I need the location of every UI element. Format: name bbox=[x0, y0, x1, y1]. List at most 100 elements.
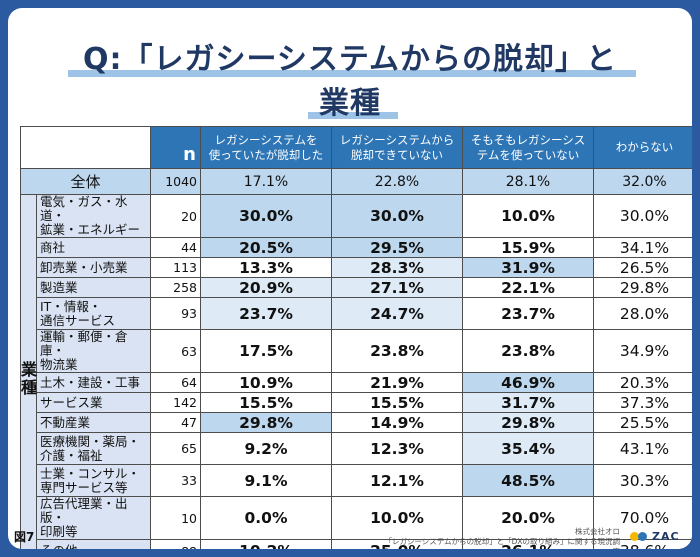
value-cell-4: 34.9% bbox=[593, 329, 692, 373]
table-row: 運輸・郵便・倉庫・ 物流業 63 17.5% 23.8% 23.8% 34.9% bbox=[21, 329, 692, 373]
table-row: 不動産業 47 29.8% 14.9% 29.8% 25.5% bbox=[21, 412, 692, 433]
industry-n: 64 bbox=[150, 372, 201, 393]
total-label: 全体 bbox=[20, 168, 151, 195]
value-cell-4: 30.0% bbox=[593, 194, 692, 238]
table-row: 業種電気・ガス・水道・ 鉱業・エネルギー 20 30.0% 30.0% 10.0% 30.0… bbox=[20, 194, 692, 549]
source-note: 株式会社オロ 「レガシーシステムからの脱却」と「DXの取り組み」に関する現況調査 bbox=[380, 527, 620, 549]
table-row: 医療機関・薬局・ 介護・福祉 65 9.2% 12.3% 35.4% 43.1% bbox=[21, 432, 692, 465]
industry-n: 33 bbox=[150, 464, 201, 497]
table-row: 士業・コンサル・ 専門サービス等 33 9.1% 12.1% 48.5% 30.3% bbox=[21, 464, 692, 497]
industry-label: サービス業 bbox=[36, 392, 151, 413]
value-cell-1: 9.2% bbox=[200, 432, 332, 465]
header-blank bbox=[20, 126, 151, 169]
value-cell-3: 20.0% bbox=[462, 496, 594, 540]
table-row: サービス業 142 15.5% 15.5% 31.7% 37.3% bbox=[21, 392, 692, 413]
industry-n: 93 bbox=[150, 297, 201, 330]
value-cell-2: 21.9% bbox=[331, 372, 463, 393]
value-cell-1: 15.5% bbox=[200, 392, 332, 413]
value-cell-2: 30.0% bbox=[331, 194, 463, 238]
slide-card: Q:「レガシーシステムからの脱却」と 業種 n レガシーシステムを 使っていたが脱… bbox=[8, 8, 692, 549]
value-cell-3: 29.8% bbox=[462, 412, 594, 433]
industry-label: 士業・コンサル・ 専門サービス等 bbox=[36, 464, 151, 497]
industry-label: 広告代理業・出版・ 印刷等 bbox=[36, 496, 151, 540]
logo-dot-yellow bbox=[630, 532, 639, 541]
group-label: 業種 bbox=[20, 194, 37, 549]
industry-n: 65 bbox=[150, 432, 201, 465]
industry-n: 88 bbox=[150, 539, 201, 549]
table-row: 製造業 258 20.9% 27.1% 22.1% 29.8% bbox=[21, 277, 692, 298]
value-cell-3: 31.9% bbox=[462, 257, 594, 278]
value-cell-4: 29.8% bbox=[593, 277, 692, 298]
value-cell-1: 30.0% bbox=[200, 194, 332, 238]
col-header-1: レガシーシステムを 使っていたが脱却した bbox=[200, 126, 332, 169]
value-cell-4: 25.5% bbox=[593, 412, 692, 433]
col-header-3: そもそもレガシーシス テムを使っていない bbox=[462, 126, 594, 169]
value-cell-4: 70.0% bbox=[593, 496, 692, 540]
industry-label: 製造業 bbox=[36, 277, 151, 298]
table-row: その他8810.2%25.0%26.1%38.6% bbox=[21, 539, 692, 549]
value-cell-4: 30.3% bbox=[593, 464, 692, 497]
value-cell-1: 29.8% bbox=[200, 412, 332, 433]
value-cell-1: 23.7% bbox=[200, 297, 332, 330]
table-row: 卸売業・小売業 113 13.3% 28.3% 31.9% 26.5% bbox=[21, 257, 692, 278]
title-underline-2 bbox=[308, 112, 398, 119]
value-cell-3: 35.4% bbox=[462, 432, 594, 465]
value-cell-3: 46.9% bbox=[462, 372, 594, 393]
industry-label: 商社 bbox=[36, 237, 151, 258]
industry-label: 医療機関・薬局・ 介護・福祉 bbox=[36, 432, 151, 465]
industry-n: 47 bbox=[150, 412, 201, 433]
value-cell-3: 48.5% bbox=[462, 464, 594, 497]
value-cell-4: 26.5% bbox=[593, 257, 692, 278]
value-cell-2: 29.5% bbox=[331, 237, 463, 258]
value-cell-3: 15.9% bbox=[462, 237, 594, 258]
industry-n: 258 bbox=[150, 277, 201, 298]
value-cell-1: 10.9% bbox=[200, 372, 332, 393]
total-value-1: 17.1% bbox=[200, 168, 332, 195]
table-row: IT・情報・ 通信サービス 93 23.7% 24.7% 23.7% 28.0% bbox=[21, 297, 692, 330]
value-cell-3: 22.1% bbox=[462, 277, 594, 298]
col-header-2: レガシーシステムから 脱却できていない bbox=[331, 126, 463, 169]
value-cell-1: 13.3% bbox=[200, 257, 332, 278]
value-cell-2: 10.0% bbox=[331, 496, 463, 540]
value-cell-1: 9.1% bbox=[200, 464, 332, 497]
title-line-1: Q:「レガシーシステムからの脱却」と bbox=[83, 42, 617, 77]
value-cell-4: 20.3% bbox=[593, 372, 692, 393]
value-cell-2: 24.7% bbox=[331, 297, 463, 330]
industry-n: 10 bbox=[150, 496, 201, 540]
industry-table: n レガシーシステムを 使っていたが脱却した レガシーシステムから 脱却できていない… bbox=[20, 126, 692, 549]
industry-n: 142 bbox=[150, 392, 201, 413]
title-block: Q:「レガシーシステムからの脱却」と 業種 bbox=[8, 8, 692, 126]
title-underline-1 bbox=[68, 70, 636, 77]
value-cell-2: 28.3% bbox=[331, 257, 463, 278]
total-n: 1040 bbox=[150, 168, 201, 195]
n-header: n bbox=[150, 126, 201, 169]
value-cell-3: 23.7% bbox=[462, 297, 594, 330]
value-cell-1: 20.5% bbox=[200, 237, 332, 258]
industry-n: 20 bbox=[150, 194, 201, 238]
value-cell-1: 10.2% bbox=[200, 539, 332, 549]
header-row: n レガシーシステムを 使っていたが脱却した レガシーシステムから 脱却できていない… bbox=[20, 126, 692, 169]
table-row: 広告代理業・出版・ 印刷等 10 0.0% 10.0% 20.0% 70.0% bbox=[21, 496, 692, 540]
industry-label: IT・情報・ 通信サービス bbox=[36, 297, 151, 330]
industry-label: 卸売業・小売業 bbox=[36, 257, 151, 278]
survey-source: 「レガシーシステムからの脱却」と「DXの取り組み」に関する現況調査 bbox=[384, 537, 620, 549]
col-header-4: わからない bbox=[593, 126, 692, 169]
table-row: 商社 44 20.5% 29.5% 15.9% 34.1% bbox=[21, 237, 692, 258]
industry-label: その他 bbox=[36, 539, 151, 549]
industry-label: 電気・ガス・水道・ 鉱業・エネルギー bbox=[36, 194, 151, 238]
value-cell-2: 14.9% bbox=[331, 412, 463, 433]
value-cell-3: 23.8% bbox=[462, 329, 594, 373]
industry-label: 不動産業 bbox=[36, 412, 151, 433]
title-line-2: 業種 bbox=[319, 86, 381, 121]
total-value-3: 28.1% bbox=[462, 168, 594, 195]
industry-n: 63 bbox=[150, 329, 201, 373]
value-cell-4: 28.0% bbox=[593, 297, 692, 330]
table-row: 土木・建設・工事 64 10.9% 21.9% 46.9% 20.3% bbox=[21, 372, 692, 393]
total-value-4: 32.0% bbox=[593, 168, 692, 195]
value-cell-4: 43.1% bbox=[593, 432, 692, 465]
value-cell-2: 12.3% bbox=[331, 432, 463, 465]
zac-logo: ZAC bbox=[630, 530, 690, 544]
total-value-2: 22.8% bbox=[331, 168, 463, 195]
value-cell-1: 20.9% bbox=[200, 277, 332, 298]
total-row: 全体 1040 17.1% 22.8% 28.1% 32.0% bbox=[20, 168, 692, 195]
